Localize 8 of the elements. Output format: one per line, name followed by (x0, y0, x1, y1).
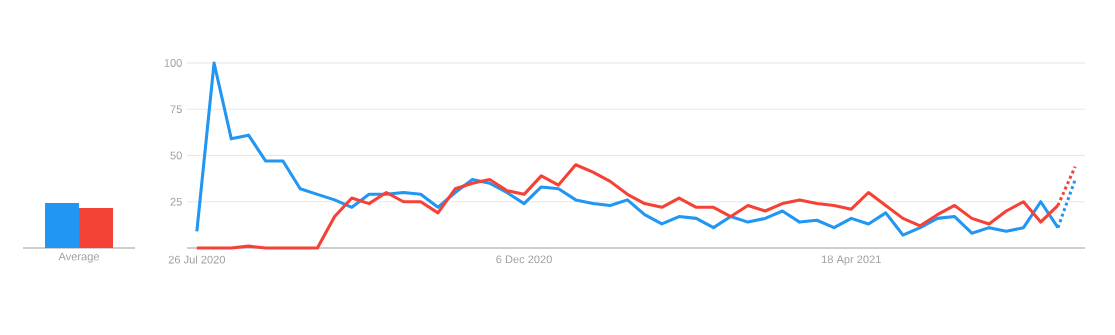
y-tick-label: 100 (164, 59, 182, 67)
x-tick-label: 26 Jul 2020 (168, 255, 226, 264)
y-tick-label: 25 (170, 197, 182, 206)
x-tick-label: 6 Dec 2020 (496, 255, 552, 264)
x-tick-label: 18 Apr 2021 (821, 255, 881, 266)
y-tick-label: 75 (170, 105, 182, 114)
y-tick-label: 50 (170, 151, 182, 160)
x-tick-label: Average (58, 252, 100, 263)
